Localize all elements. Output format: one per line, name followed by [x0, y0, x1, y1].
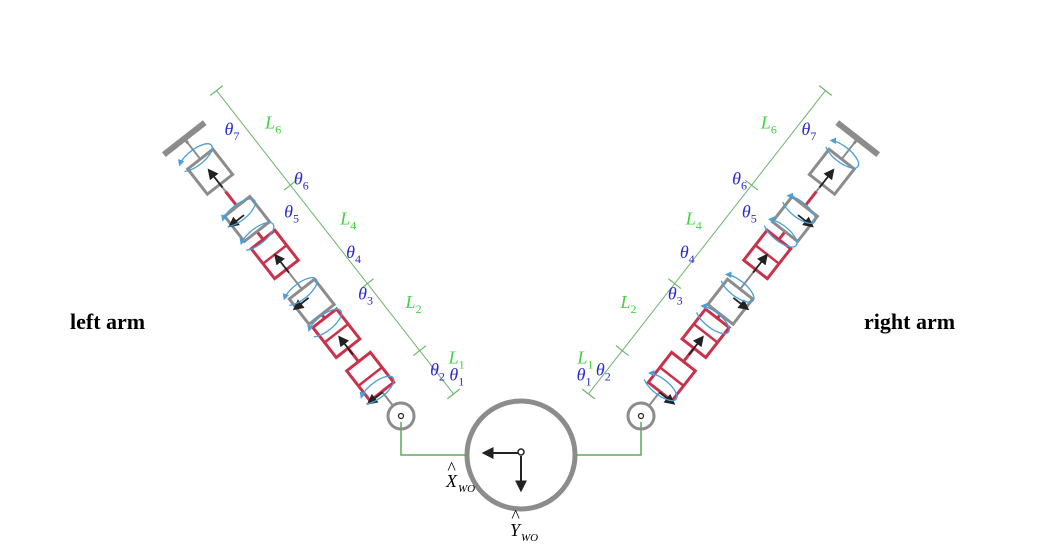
left-arm-joint-box-1	[344, 350, 396, 403]
right-arm-theta-label-5: θ5	[742, 202, 757, 226]
left-arm-dim-tick-2	[413, 345, 427, 357]
right-arm-axis-arrow-2	[732, 297, 750, 311]
right-arm-rotation-arrow-3	[720, 271, 755, 303]
right-arm-length-label-6: L6	[760, 112, 777, 136]
left-arm-joint-box-3	[287, 277, 337, 327]
left-arm-length-label-4: L4	[339, 209, 356, 233]
right-arm-dim-tick-4	[744, 179, 759, 191]
right-arm-dimension-line	[588, 90, 826, 395]
right-arm-rotation-arrow-5	[782, 192, 817, 224]
left-arm-base-joint	[386, 401, 416, 431]
left-arm-length-label-1: L1	[448, 347, 465, 371]
svg-text:Y: Y	[510, 520, 522, 540]
right-arm-axis-arrow-6	[818, 168, 835, 189]
base-origin	[517, 448, 525, 456]
right-arm-axis-arrow-3	[797, 214, 814, 228]
left-arm-rotation-arrow-3	[282, 277, 318, 307]
right-arm-theta-label-7: θ7	[801, 119, 816, 143]
svg-text:X: X	[445, 471, 458, 491]
right-arm-label: right arm	[864, 309, 955, 334]
x-axis-sub: WO	[458, 483, 475, 495]
base-circle	[464, 398, 578, 512]
left-arm-axis-arrow-5	[274, 253, 290, 274]
right-arm-theta-label-3: θ3	[668, 283, 683, 307]
svg-text:^: ^	[447, 458, 456, 478]
right-arm-end-effector	[835, 120, 881, 157]
left-arm-theta-label-1: θ1	[449, 364, 464, 388]
y-axis-label: Y ^ WO	[510, 506, 538, 544]
left-arm-length-label-2: L2	[405, 292, 422, 316]
left-arm-joint-box-5	[222, 194, 272, 244]
left-arm-theta-label-6: θ6	[294, 169, 309, 193]
right-arm-theta-label-6: θ6	[732, 169, 747, 193]
y-axis-sub: WO	[521, 532, 538, 544]
svg-text:^: ^	[511, 506, 520, 526]
left-arm-theta-label-5: θ5	[284, 202, 299, 226]
right-arm-dim-tick-1	[581, 388, 596, 400]
right-arm-joint-box-4	[741, 228, 793, 281]
right-arm-length-label-1: L1	[576, 347, 593, 371]
left-arm-dim-tick-5	[209, 85, 224, 96]
right-arm-rotation-arrow-6	[825, 137, 860, 169]
right-arm-theta-label-1: θ1	[577, 364, 592, 388]
right-arm-joint-box-5	[770, 194, 820, 244]
right-arm-axis-arrow-1	[658, 391, 676, 405]
right-arm-theta-label-4: θ4	[680, 242, 695, 266]
right-arm-rotation-arrow-2	[696, 303, 730, 335]
left-arm-axis-arrow-6	[207, 168, 224, 189]
right-arm-length-label-4: L4	[685, 209, 702, 233]
left-arm-dimension-line	[216, 90, 454, 395]
left-arm-axis-arrow-3	[228, 214, 245, 228]
right-arm-joint-box-3	[705, 277, 755, 327]
right-arm-dim-tick-3	[667, 278, 682, 290]
right-arm-axis-arrow-5	[752, 253, 768, 274]
left-arm-dim-tick-1	[446, 388, 461, 400]
left-arm-rotation-arrow-2	[307, 308, 343, 338]
left-arm-axis-arrow-4	[338, 335, 354, 356]
left-arm-rotation-arrow-6	[178, 143, 213, 173]
left-arm-label: left arm	[70, 309, 145, 334]
right-arm-rotation-arrow-4	[763, 216, 798, 248]
right-arm-base-origin	[637, 412, 645, 420]
left-arm-axis-arrow-1	[366, 391, 384, 405]
left-arm-theta-label-7: θ7	[225, 119, 240, 143]
right-arm-joint-box-1	[646, 350, 698, 403]
left-arm-axis-arrow-2	[292, 297, 310, 311]
left-arm-theta-label-4: θ4	[346, 242, 361, 266]
left-arm-rotation-arrow-5	[221, 198, 256, 228]
left-arm-theta-label-2: θ2	[430, 359, 445, 383]
left-arm-joint-box-4	[249, 228, 301, 281]
left-arm-end-effector	[161, 120, 207, 157]
left-arm-base-origin	[397, 412, 405, 420]
left-arm-dim-tick-3	[360, 278, 375, 290]
x-axis-main: X	[445, 471, 458, 491]
left-connector	[400, 422, 466, 456]
left-arm-dim-tick-4	[283, 179, 298, 191]
right-arm-rotation-arrow-1	[643, 370, 678, 402]
left-arm-rotation-arrow-1	[359, 375, 395, 405]
robot-base	[400, 398, 642, 512]
right-arm-length-label-2: L2	[619, 292, 636, 316]
right-arm-dim-tick-5	[818, 85, 833, 96]
left-arm-theta-label-3: θ3	[358, 283, 373, 307]
left-arm-length-label-6: L6	[264, 112, 281, 136]
left-arm-rotation-arrow-4	[239, 221, 275, 251]
right-arm-dim-tick-2	[615, 345, 629, 357]
right-arm-base-joint	[626, 401, 656, 431]
x-axis-label: X ^ WO	[445, 458, 475, 495]
right-arm-axis-arrow-4	[688, 335, 704, 356]
y-axis-main: Y	[510, 520, 522, 540]
right-connector	[576, 422, 642, 456]
right-arm-theta-label-2: θ2	[596, 359, 611, 383]
